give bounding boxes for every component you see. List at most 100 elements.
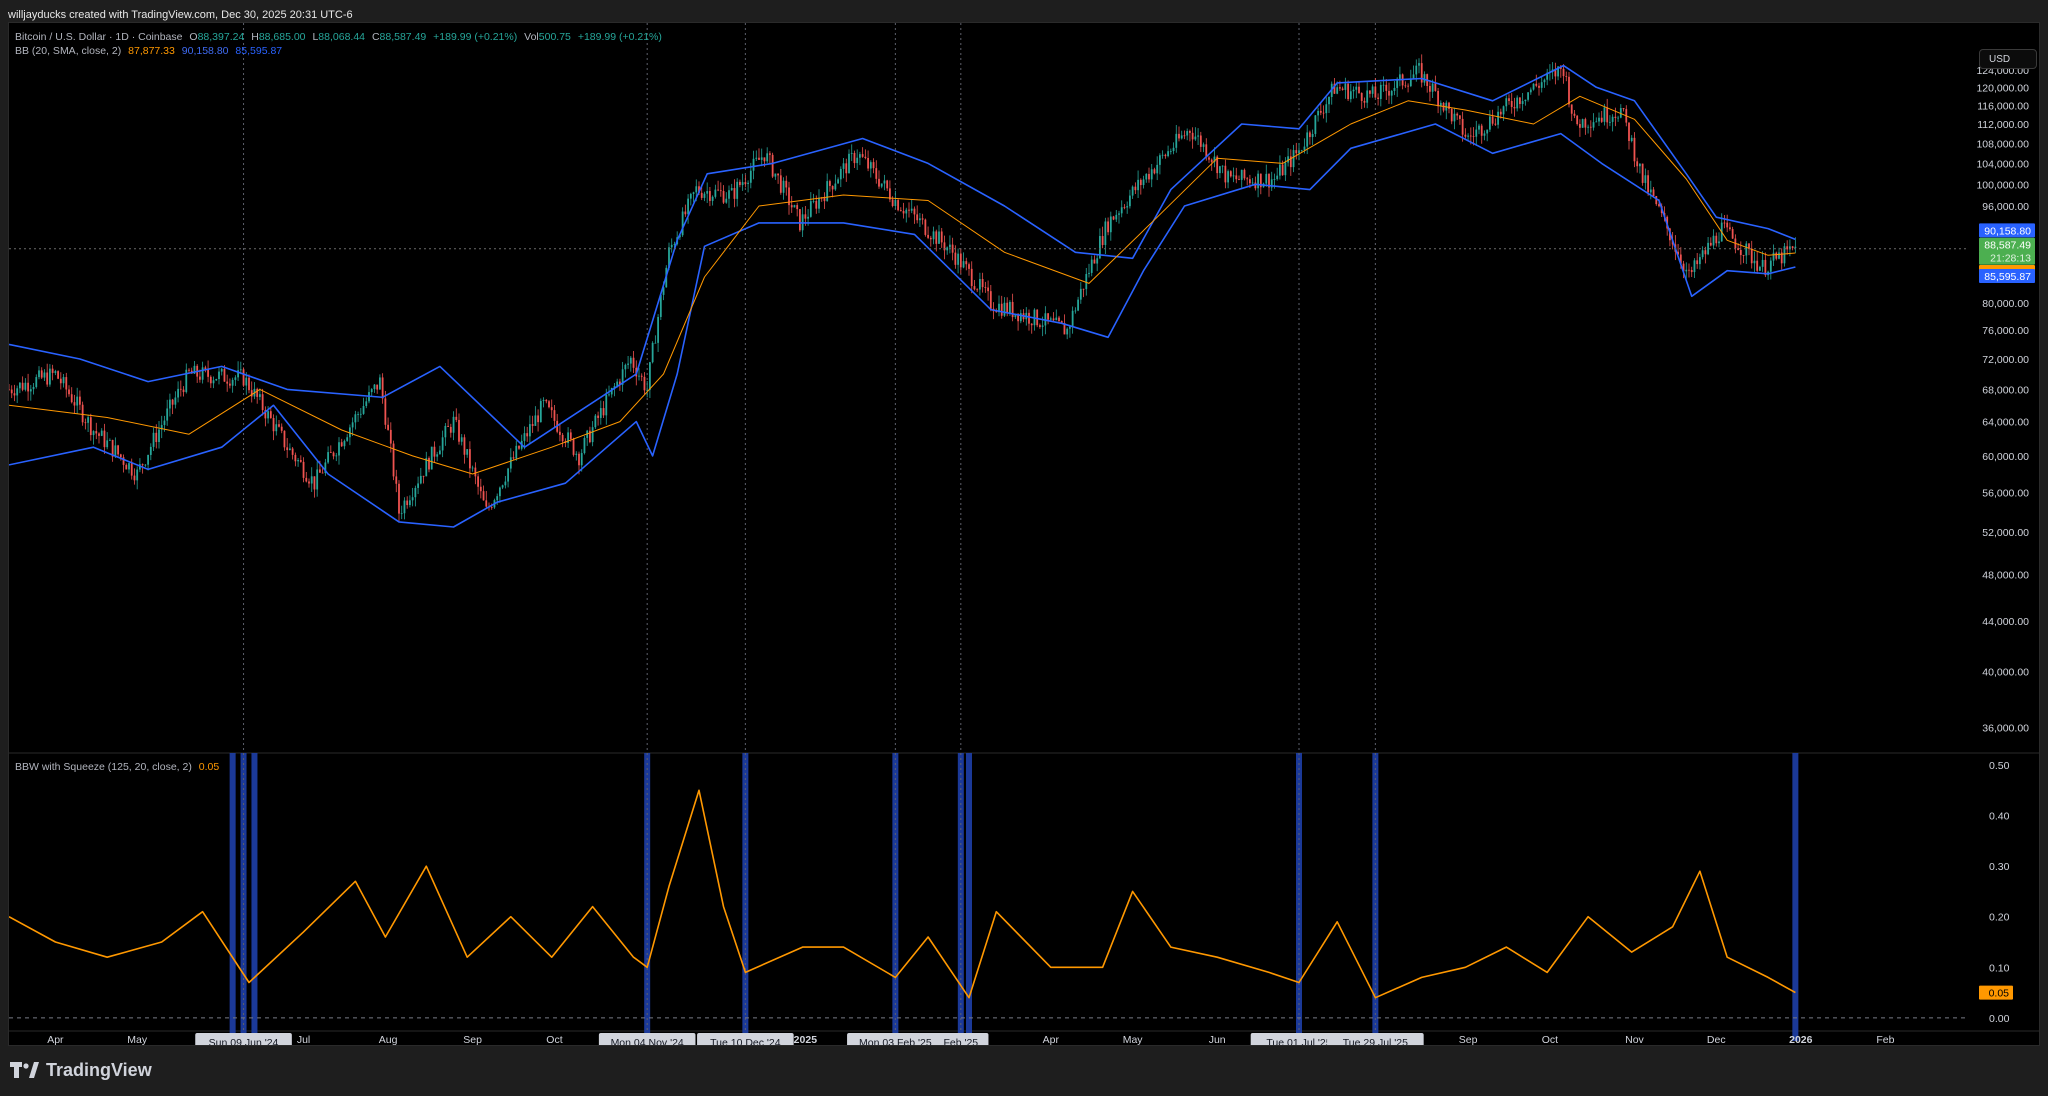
candle xyxy=(1532,83,1535,91)
candle-body xyxy=(409,500,411,506)
candle-body xyxy=(1480,125,1483,136)
bb-indicator-name[interactable]: BB (20, SMA, close, 2) xyxy=(15,45,122,57)
candle xyxy=(452,411,455,441)
candle xyxy=(302,457,305,483)
candle xyxy=(166,399,169,426)
candle-body xyxy=(809,201,812,217)
candle xyxy=(1330,81,1333,105)
candle xyxy=(59,372,62,390)
chart-frame[interactable]: 124,000.00 120,000.00 116,000.00 112,000.00… xyxy=(8,22,2040,1046)
candle-body xyxy=(1521,101,1524,104)
candle xyxy=(1592,113,1595,131)
candle xyxy=(144,464,147,467)
candle-body xyxy=(709,191,711,201)
squeeze-bar-10 xyxy=(1792,753,1799,1041)
candle xyxy=(935,229,938,252)
candle-body xyxy=(1491,116,1494,124)
candle-body xyxy=(1772,252,1775,261)
candle-body xyxy=(812,200,815,202)
candle-body xyxy=(1764,259,1767,276)
candle xyxy=(589,426,591,444)
candle-body xyxy=(119,454,122,458)
bbw-indicator-name[interactable]: BBW with Squeeze (125, 20, close, 2) xyxy=(15,761,192,773)
candle-body xyxy=(1246,178,1249,180)
candle-body xyxy=(1216,156,1219,174)
candle-body xyxy=(1543,79,1546,83)
candle-body xyxy=(1464,134,1467,137)
candle xyxy=(597,411,599,426)
candle-body xyxy=(439,450,441,455)
candle-body xyxy=(117,445,119,455)
chart-canvas[interactable]: 124,000.00120,000.00116,000.00112,000.00… xyxy=(9,23,2039,1045)
candle xyxy=(19,382,21,394)
candle-body xyxy=(1696,260,1699,265)
candle xyxy=(1079,282,1082,304)
time-axis-label: Feb xyxy=(1876,1034,1894,1045)
candle xyxy=(515,440,518,461)
candle-body xyxy=(831,185,834,190)
candle-body xyxy=(209,376,212,384)
squeeze-bar-1 xyxy=(240,753,247,1041)
candle-body xyxy=(1652,189,1655,196)
candle-body xyxy=(1753,260,1756,264)
candle xyxy=(428,456,430,473)
candle-body xyxy=(1609,121,1611,123)
candle-body xyxy=(1709,242,1712,246)
candle-body xyxy=(1393,87,1396,91)
candle-body xyxy=(1461,118,1464,135)
candle-body xyxy=(250,390,253,397)
candle-body xyxy=(788,187,790,206)
candle-body xyxy=(643,376,646,391)
close-value: 88,587.49 xyxy=(379,31,427,43)
candle xyxy=(793,204,796,208)
candle xyxy=(744,174,747,188)
candle-body xyxy=(92,431,95,436)
candle xyxy=(1600,110,1603,123)
candle xyxy=(1093,255,1096,264)
candle xyxy=(289,443,291,451)
currency-selector[interactable]: USD xyxy=(1979,49,2037,69)
candle xyxy=(155,424,158,449)
candle-body xyxy=(1486,129,1489,134)
candle-body xyxy=(1349,91,1352,100)
candle-body xyxy=(632,357,635,368)
candle-body xyxy=(1557,66,1559,77)
candle-body xyxy=(1472,136,1475,137)
candle xyxy=(264,406,267,427)
candle-body xyxy=(283,430,286,448)
candle-body xyxy=(518,445,520,449)
candle xyxy=(929,235,932,247)
candle xyxy=(989,284,992,312)
candle xyxy=(924,218,927,237)
candle-body xyxy=(970,268,973,287)
candle-body xyxy=(1036,309,1039,326)
candle-body xyxy=(728,190,730,199)
candle-body xyxy=(1322,112,1325,114)
candle xyxy=(973,280,976,291)
candle xyxy=(1652,186,1655,198)
candle-body xyxy=(913,208,916,215)
candle-body xyxy=(1030,323,1033,326)
candle xyxy=(231,377,234,393)
candle-body xyxy=(567,432,569,443)
candle-body xyxy=(959,253,962,268)
candle xyxy=(32,382,35,395)
candle-body xyxy=(1699,257,1701,265)
candle xyxy=(531,415,534,433)
candle-body xyxy=(321,472,324,474)
candle-body xyxy=(733,188,736,199)
candle xyxy=(387,417,389,431)
candle xyxy=(1355,82,1358,99)
candle-body xyxy=(1573,113,1576,116)
bb-upper-line xyxy=(9,64,1796,449)
candle-body xyxy=(1210,159,1213,162)
candle-body xyxy=(1314,115,1317,134)
candle-body xyxy=(1194,136,1197,140)
candle-body xyxy=(264,410,267,419)
candle-body xyxy=(572,438,575,455)
candle xyxy=(439,445,441,455)
candle-body xyxy=(261,394,264,411)
crosshair-date-chip-text: Feb '25 xyxy=(943,1037,978,1045)
candle-body xyxy=(10,389,13,394)
candle xyxy=(1134,182,1137,195)
